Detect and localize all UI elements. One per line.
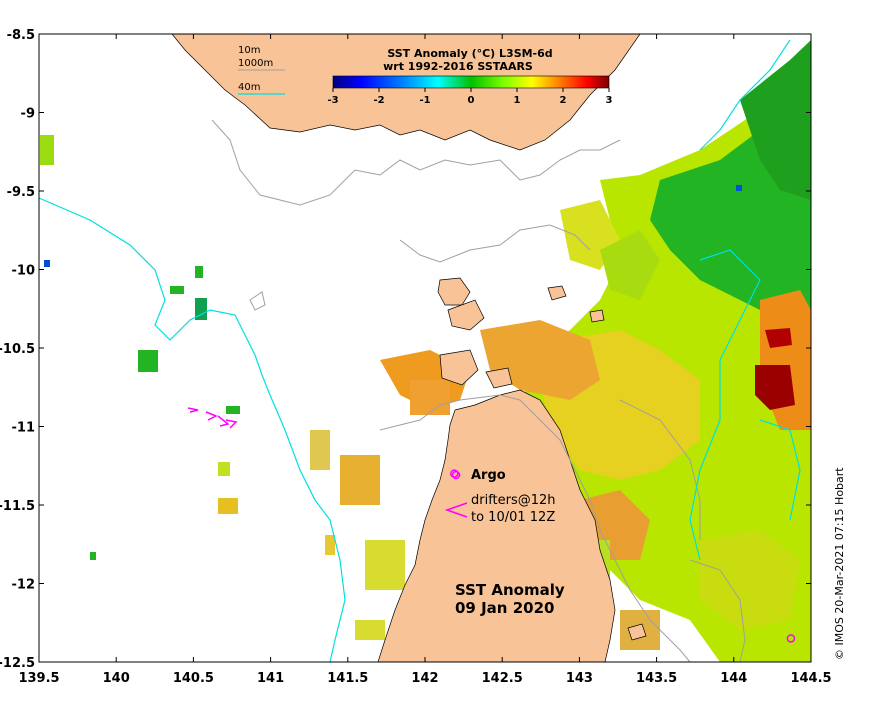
sst-pixel-cluster bbox=[410, 380, 450, 415]
x-tick-label: 143.5 bbox=[636, 671, 677, 686]
y-tick-label: -11 bbox=[12, 421, 36, 436]
legend-10m-label: 10m bbox=[238, 45, 260, 56]
sst-pixel-cluster bbox=[195, 266, 203, 278]
sst-region-north-patch-2 bbox=[600, 230, 660, 300]
map-title-line1: SST Anomaly bbox=[455, 581, 565, 599]
drifters-label-line1: drifters@12h bbox=[471, 493, 556, 508]
drifters-label-line2: to 10/01 12Z bbox=[471, 510, 555, 525]
x-axis: 139.5 140 140.5 141 141.5 142 142.5 143 143.5 144… bbox=[18, 34, 832, 686]
y-tick-label: -9 bbox=[21, 107, 35, 122]
isobath-40m bbox=[39, 39, 801, 662]
sst-pixel-cluster bbox=[90, 552, 96, 560]
isobath-line bbox=[399, 224, 591, 263]
argo-label: Argo bbox=[471, 468, 506, 483]
y-axis: -8.5-9-9.5-10-10.5-11-11.5-12-12.5 bbox=[0, 28, 811, 671]
isobath-line bbox=[699, 39, 791, 151]
x-tick-label: 141.5 bbox=[327, 671, 368, 686]
sst-pixel-cluster bbox=[340, 455, 380, 505]
colorbar-title: SST Anomaly (°C) L3SM-6d bbox=[387, 47, 552, 60]
sst-region-southeast bbox=[700, 530, 800, 630]
legend-1000m-label: 1000m bbox=[238, 58, 273, 69]
isobath-line bbox=[689, 249, 761, 561]
island bbox=[589, 309, 605, 323]
colorbar-tick-label: -3 bbox=[327, 95, 338, 106]
island bbox=[439, 349, 479, 386]
drifter-tracks bbox=[187, 407, 238, 429]
argo-markers bbox=[450, 469, 796, 643]
colorbar-tick-label: 1 bbox=[514, 95, 521, 106]
sst-pixel-cluster bbox=[355, 620, 385, 640]
colorbar-tick-label: 2 bbox=[560, 95, 567, 106]
y-tick-label: -10 bbox=[12, 264, 36, 279]
x-tick-label: 142 bbox=[411, 671, 438, 686]
cape-york-land bbox=[377, 389, 616, 662]
colorbar bbox=[332, 75, 610, 89]
drifter-track bbox=[187, 407, 199, 413]
isobath-line bbox=[619, 399, 701, 540]
isobath-line bbox=[379, 394, 691, 662]
new-guinea-land bbox=[171, 34, 641, 151]
sst-pixel-cluster bbox=[218, 498, 238, 514]
map-title-line2: 09 Jan 2020 bbox=[455, 599, 554, 617]
sst-pixel-cluster bbox=[170, 286, 184, 294]
x-tick-label: 144.5 bbox=[790, 671, 831, 686]
colorbar-tick-label: 0 bbox=[468, 95, 475, 106]
land bbox=[171, 34, 647, 662]
colorbar-tick-label: -2 bbox=[373, 95, 384, 106]
argo-legend-marker bbox=[451, 470, 461, 480]
isobath-line bbox=[249, 291, 266, 311]
credit-text: © IMOS 20-Mar-2021 07:15 Hobart bbox=[833, 467, 846, 660]
island bbox=[627, 623, 647, 641]
sst-pixel-cluster bbox=[138, 350, 158, 372]
sst-region-far-northeast-green bbox=[740, 40, 811, 200]
colorbar-tick-label: -1 bbox=[419, 95, 430, 106]
x-tick-label: 142.5 bbox=[482, 671, 523, 686]
x-tick-label: 144 bbox=[720, 671, 747, 686]
island bbox=[447, 299, 485, 331]
sst-pixel-cluster bbox=[40, 135, 54, 165]
isobath-line bbox=[759, 419, 801, 521]
isobath-1000m bbox=[211, 119, 746, 662]
sst-pixel-cluster bbox=[218, 462, 230, 476]
x-tick-label: 140 bbox=[103, 671, 130, 686]
colorbar-tick-label: 3 bbox=[606, 95, 613, 106]
sst-pixel-cluster bbox=[195, 298, 207, 320]
x-tick-label: 141 bbox=[257, 671, 284, 686]
isobath-line bbox=[689, 559, 746, 662]
sst-pixel-cluster bbox=[44, 260, 50, 267]
drifter-legend-marker bbox=[444, 502, 468, 518]
sst-pixel-cluster bbox=[365, 540, 405, 590]
sst-pixel-cluster bbox=[325, 535, 335, 555]
y-tick-label: -12 bbox=[12, 578, 36, 593]
legend-40m-label: 40m bbox=[238, 82, 260, 93]
x-tick-label: 140.5 bbox=[173, 671, 214, 686]
y-tick-label: -8.5 bbox=[7, 28, 35, 43]
isobath-line bbox=[39, 197, 346, 662]
sst-pixel-cluster bbox=[226, 406, 240, 414]
drifter-track bbox=[217, 415, 230, 427]
x-tick-label: 139.5 bbox=[18, 671, 59, 686]
y-tick-label: -10.5 bbox=[0, 342, 35, 357]
y-tick-label: -12.5 bbox=[0, 656, 35, 671]
drifter-track bbox=[225, 419, 238, 429]
argo-float-marker bbox=[450, 469, 459, 478]
argo-float-marker bbox=[786, 634, 796, 643]
island bbox=[485, 367, 513, 389]
y-tick-label: -9.5 bbox=[7, 185, 35, 200]
island bbox=[547, 285, 567, 301]
drifter-track bbox=[205, 411, 218, 421]
isobath-line bbox=[211, 119, 621, 206]
sst-region-hotspot bbox=[755, 365, 795, 410]
sst-pixel-cluster bbox=[736, 185, 742, 191]
sst-region-hotspot-2 bbox=[765, 328, 792, 348]
y-tick-label: -11.5 bbox=[0, 499, 35, 514]
colorbar-ticks: -3 -2 -1 0 1 2 3 bbox=[327, 88, 613, 106]
sst-pixel-cluster bbox=[310, 430, 330, 470]
colorbar-subtitle: wrt 1992-2016 SSTAARS bbox=[383, 60, 533, 73]
x-tick-label: 143 bbox=[566, 671, 593, 686]
